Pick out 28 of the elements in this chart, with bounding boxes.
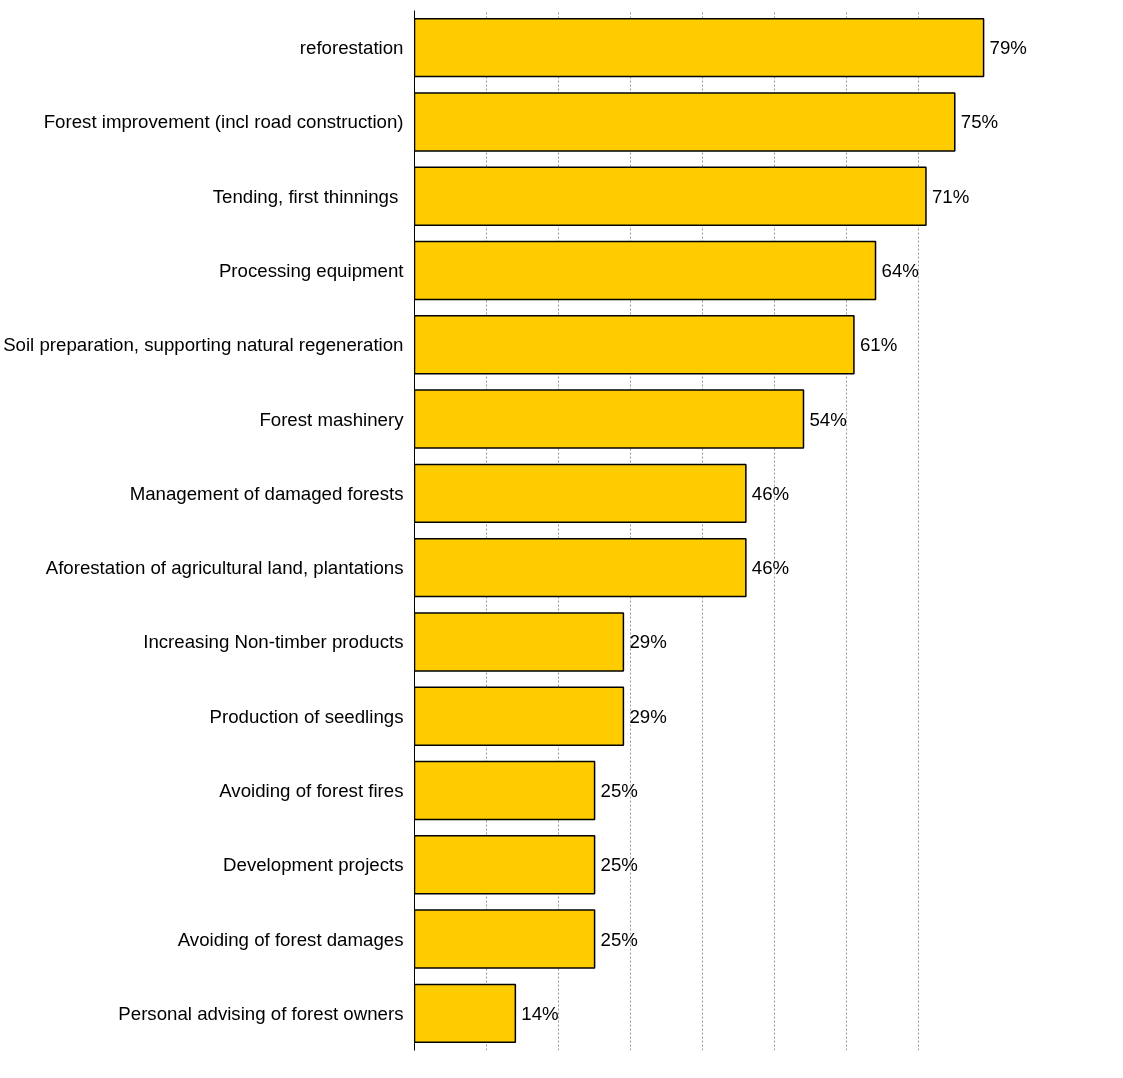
y-tick-label: Increasing Non-timber products [143, 631, 404, 653]
data-label: 79% [989, 37, 1027, 59]
y-tick-label: Processing equipment [218, 260, 405, 281]
data-label: 64% [881, 260, 919, 281]
data-label: 29% [629, 631, 667, 653]
data-label: 25% [600, 854, 638, 876]
data-label: 54% [809, 408, 847, 430]
data-label: 14% [521, 1002, 559, 1024]
y-tick-label: Personal advising of forest owners [118, 1002, 404, 1024]
y-tick-label: Soil preparation, supporting natural regeneration [3, 334, 404, 356]
y-tick-label: Aforestation of agricultural land, plantations [45, 557, 404, 579]
y-tick-label: Tending, first thinnings [212, 185, 399, 207]
data-label: 75% [960, 111, 999, 133]
y-tick-label: Production of seedlings [209, 705, 404, 727]
data-label: 61% [859, 334, 898, 356]
data-label: 46% [751, 557, 790, 579]
y-tick-label: Forest mashinery [259, 408, 405, 430]
y-tick-label: reforestation [299, 37, 404, 59]
data-label: 25% [600, 780, 638, 801]
data-label: 29% [629, 705, 667, 727]
data-label: 71% [931, 185, 970, 207]
y-tick-label: Development projects [223, 854, 404, 876]
data-label: 46% [751, 482, 790, 504]
y-tick-label: Avoiding of forest damages [177, 928, 404, 950]
data-label: 25% [600, 928, 638, 950]
y-tick-label: Avoiding of forest fires [219, 780, 404, 801]
y-tick-label: Management of damaged forests [129, 482, 404, 504]
y-tick-label: Forest improvement (incl road construction) [43, 111, 404, 133]
